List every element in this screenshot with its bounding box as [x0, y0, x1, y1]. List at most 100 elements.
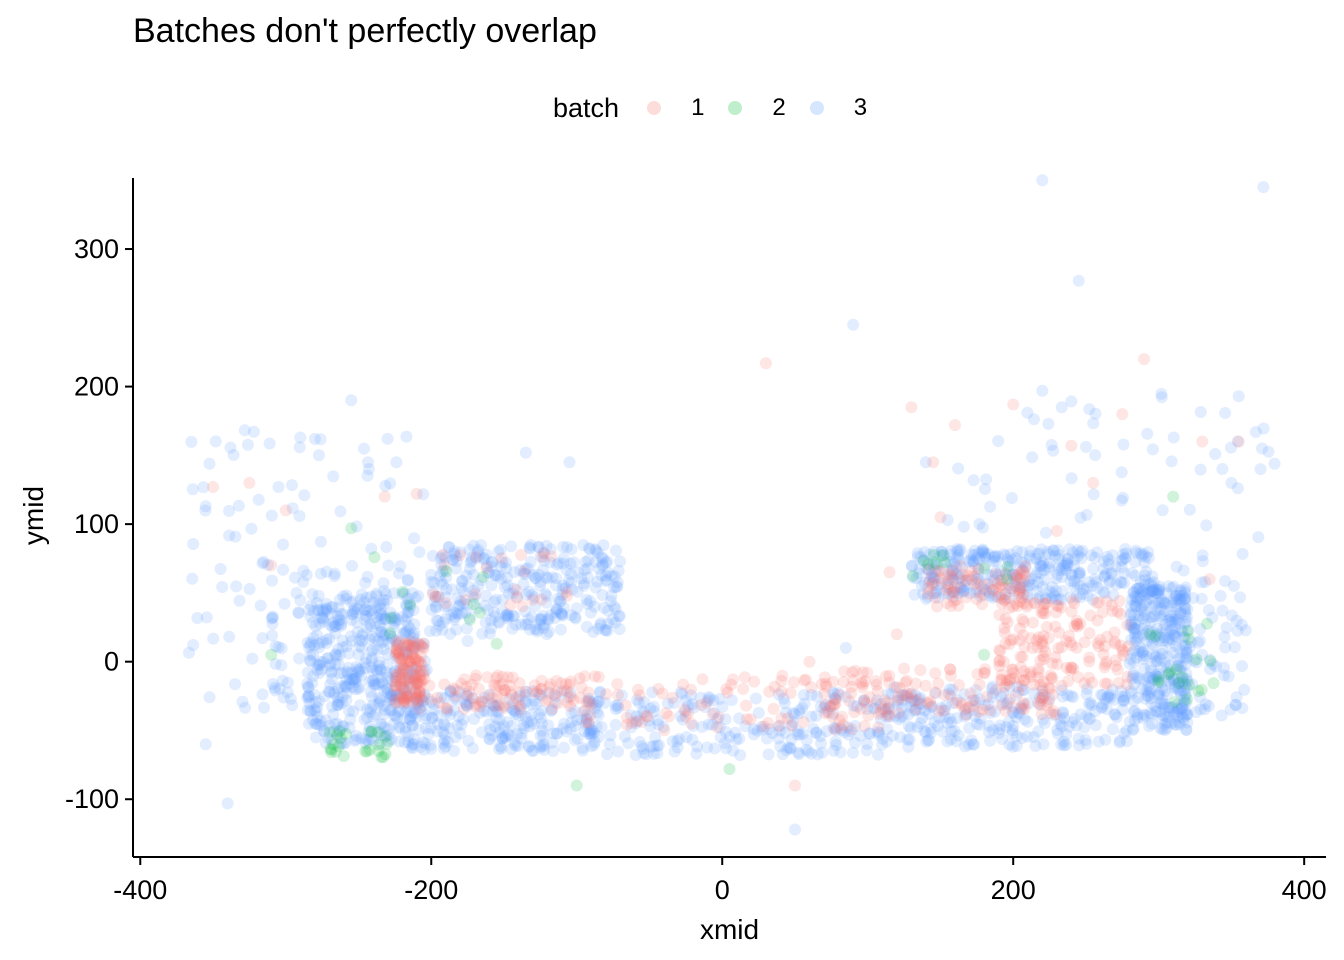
point-batch-3: [1176, 711, 1189, 724]
point-batch-3: [644, 720, 657, 733]
point-batch-3: [811, 690, 823, 703]
point-batch-3: [1167, 674, 1180, 687]
point-batch-3: [1100, 703, 1113, 716]
point-batch-3: [892, 698, 905, 711]
point-batch-3: [601, 748, 614, 761]
point-batch-3: [938, 587, 951, 600]
point-batch-3: [340, 674, 353, 687]
point-batch-3: [649, 731, 662, 744]
point-batch-3: [363, 706, 376, 718]
point-batch-3: [409, 712, 422, 725]
point-batch-3: [1181, 675, 1194, 688]
point-batch-3: [413, 546, 426, 559]
point-batch-3: [396, 588, 409, 600]
point-batch-1: [518, 565, 531, 578]
point-batch-3: [391, 639, 404, 652]
point-batch-3: [1118, 577, 1131, 590]
point-batch-3: [528, 694, 541, 707]
point-batch-3: [1171, 702, 1184, 715]
point-batch-3: [269, 640, 282, 653]
point-batch-1: [905, 687, 918, 700]
point-batch-3: [298, 489, 311, 502]
point-batch-3: [976, 545, 988, 558]
point-batch-3: [463, 562, 476, 575]
point-batch-3: [1106, 568, 1119, 581]
point-batch-3: [324, 678, 337, 691]
point-batch-3: [711, 712, 724, 725]
point-batch-3: [527, 569, 540, 582]
point-batch-3: [652, 718, 665, 731]
point-batch-3: [570, 714, 583, 727]
point-batch-3: [1027, 413, 1040, 426]
point-batch-3: [1165, 582, 1178, 595]
point-batch-3: [483, 688, 496, 701]
point-batch-3: [1136, 623, 1149, 636]
point-batch-3: [941, 555, 954, 568]
point-batch-3: [691, 740, 704, 753]
point-batch-3: [1007, 706, 1020, 719]
point-batch-3: [379, 588, 392, 601]
point-batch-3: [1012, 706, 1025, 719]
point-batch-3: [1131, 708, 1144, 721]
point-batch-3: [727, 744, 740, 757]
point-batch-3: [589, 702, 602, 715]
point-batch-3: [718, 737, 731, 749]
point-batch-3: [1141, 635, 1154, 647]
point-batch-3: [407, 707, 420, 720]
point-batch-3: [972, 553, 985, 566]
point-batch-1: [389, 694, 402, 707]
point-batch-3: [340, 589, 353, 602]
point-batch-3: [1035, 559, 1048, 572]
point-batch-3: [609, 616, 622, 629]
point-batch-3: [647, 747, 660, 760]
point-batch-3: [1091, 546, 1104, 559]
point-batch-3: [1083, 403, 1096, 416]
point-batch-3: [1159, 656, 1172, 669]
point-batch-1: [1092, 596, 1105, 609]
point-batch-3: [569, 720, 582, 733]
point-batch-3: [1034, 555, 1047, 568]
point-batch-3: [986, 691, 999, 703]
point-batch-3: [479, 589, 492, 602]
point-batch-3: [1107, 693, 1120, 706]
point-batch-3: [1158, 631, 1171, 644]
point-batch-1: [784, 687, 797, 699]
point-batch-3: [588, 600, 601, 613]
point-batch-3: [1137, 585, 1150, 598]
point-batch-3: [1084, 713, 1097, 725]
point-batch-3: [463, 543, 476, 556]
point-batch-3: [252, 493, 265, 506]
point-batch-3: [913, 562, 926, 575]
point-batch-3: [404, 705, 417, 718]
point-batch-3: [519, 685, 532, 698]
point-batch-3: [400, 668, 413, 680]
point-batch-3: [930, 579, 943, 592]
point-batch-3: [382, 559, 395, 572]
point-batch-3: [1080, 440, 1092, 453]
point-batch-1: [965, 565, 978, 578]
point-batch-3: [420, 663, 433, 676]
point-batch-3: [1141, 689, 1154, 702]
point-batch-3: [1168, 706, 1181, 719]
point-batch-3: [232, 499, 245, 512]
point-batch-3: [334, 724, 347, 737]
point-batch-3: [1156, 683, 1169, 695]
point-batch-3: [362, 463, 375, 476]
point-batch-2: [477, 571, 490, 583]
point-batch-3: [586, 724, 599, 737]
point-batch-3: [1130, 595, 1143, 608]
point-batch-3: [1136, 682, 1149, 695]
point-batch-3: [694, 691, 707, 704]
point-batch-3: [1005, 492, 1018, 504]
point-batch-3: [533, 688, 546, 701]
point-batch-1: [482, 689, 495, 702]
point-batch-3: [636, 705, 649, 718]
point-batch-3: [460, 622, 473, 635]
point-batch-3: [329, 658, 342, 671]
point-batch-1: [1051, 599, 1063, 612]
point-batch-3: [336, 696, 348, 709]
point-batch-3: [584, 595, 597, 608]
point-batch-3: [340, 681, 353, 694]
point-batch-3: [1125, 618, 1138, 631]
point-batch-3: [378, 593, 390, 606]
